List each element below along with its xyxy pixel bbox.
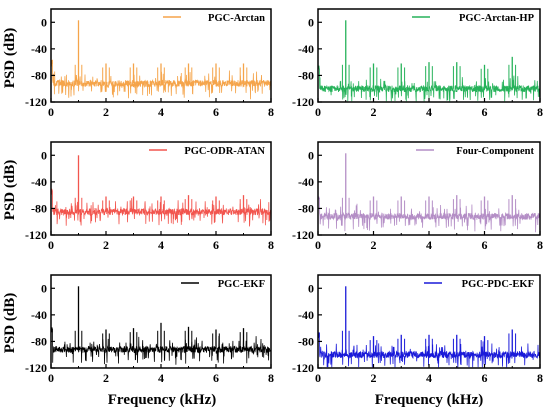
x-tick-label: 0 [48, 238, 54, 252]
x-tick-label: 6 [213, 238, 219, 252]
x-tick-label: 8 [268, 238, 274, 252]
psd-panel-3: 0 2 4 6 8 0 -40 -80 -120 PGC-ODR-ATAN [25, 141, 274, 252]
x-tick-label: 6 [482, 371, 488, 385]
x-tick-label: 8 [268, 371, 274, 385]
x-tick-label: 2 [103, 105, 109, 119]
y-tick-label: 0 [308, 281, 314, 295]
y-tick-label: -40 [298, 42, 314, 56]
x-tick-label: 6 [213, 105, 219, 119]
legend-label-6: PGC-PDC-EKF [462, 279, 534, 290]
psd-panel-5: 0 2 4 6 8 0 -40 -80 -120 PGC-EKF [25, 274, 274, 385]
y-tick-label: 0 [41, 148, 47, 162]
y-tick-label: -80 [31, 68, 47, 82]
x-tick-label: 2 [371, 105, 377, 119]
y-tick-label: -40 [298, 308, 314, 322]
y-tick-label: -80 [31, 334, 47, 348]
x-tick-label: 4 [426, 238, 432, 252]
y-tick-label: -120 [25, 95, 47, 109]
psd-panel-2: 0 2 4 6 8 0 -40 -80 -120 PGC-Arctan-HP [292, 8, 543, 119]
psd-panel-1: 0 2 4 6 8 0 -40 -80 -120 PGC-Arctan [25, 8, 274, 119]
legend-label-4: Four-Component [456, 146, 534, 157]
y-tick-label: 0 [308, 148, 314, 162]
y-tick-label: -40 [31, 42, 47, 56]
x-tick-label: 4 [158, 371, 164, 385]
x-axis-title-right: Frequency (kHz) [375, 392, 483, 408]
x-tick-label: 4 [426, 371, 432, 385]
y-tick-label: -40 [31, 175, 47, 189]
x-tick-label: 0 [315, 238, 321, 252]
y-tick-label: -120 [292, 361, 314, 375]
x-tick-label: 8 [537, 105, 543, 119]
legend-label-5: PGC-EKF [218, 279, 265, 290]
psd-panel-4: 0 2 4 6 8 0 -40 -80 -120 Four-Component [292, 141, 543, 252]
x-tick-label: 2 [371, 238, 377, 252]
y-axis-title: PSD (dB) [2, 28, 18, 88]
x-tick-label: 2 [103, 238, 109, 252]
x-tick-label: 0 [48, 105, 54, 119]
x-tick-label: 8 [537, 371, 543, 385]
x-tick-label: 0 [48, 371, 54, 385]
legend-label-2: PGC-Arctan-HP [459, 13, 535, 24]
y-tick-label: -80 [298, 201, 314, 215]
x-tick-label: 8 [268, 105, 274, 119]
x-axis-title-left: Frequency (kHz) [108, 392, 216, 408]
x-tick-label: 6 [482, 105, 488, 119]
y-tick-label: -120 [292, 228, 314, 242]
x-tick-label: 4 [426, 105, 432, 119]
y-tick-label: -120 [25, 228, 47, 242]
y-axis-title-middle: PSD (dB) [2, 160, 18, 220]
y-tick-label: -40 [31, 308, 47, 322]
y-tick-label: -120 [25, 361, 47, 375]
x-tick-label: 6 [482, 238, 488, 252]
y-tick-label: -40 [298, 175, 314, 189]
x-tick-label: 2 [103, 371, 109, 385]
x-tick-label: 4 [158, 238, 164, 252]
y-tick-label: 0 [41, 281, 47, 295]
y-tick-label: -120 [292, 95, 314, 109]
y-tick-label: 0 [308, 15, 314, 29]
x-tick-label: 6 [213, 371, 219, 385]
x-tick-label: 0 [315, 371, 321, 385]
y-tick-label: -80 [31, 201, 47, 215]
legend-label-3: PGC-ODR-ATAN [184, 146, 265, 157]
psd-panel-6: 0 2 4 6 8 0 -40 -80 -120 PGC-PDC-EKF [292, 274, 543, 385]
y-tick-label: 0 [41, 15, 47, 29]
y-axis-title-bottom: PSD (dB) [2, 293, 18, 353]
x-tick-label: 4 [158, 105, 164, 119]
psd-trace-6 [317, 332, 541, 368]
y-tick-label: -80 [298, 334, 314, 348]
psd-trace-3 [50, 188, 272, 227]
x-tick-label: 8 [537, 238, 543, 252]
x-tick-label: 2 [371, 371, 377, 385]
legend-label-1: PGC-Arctan [208, 13, 265, 24]
y-tick-label: -80 [298, 68, 314, 82]
x-tick-label: 0 [315, 105, 321, 119]
